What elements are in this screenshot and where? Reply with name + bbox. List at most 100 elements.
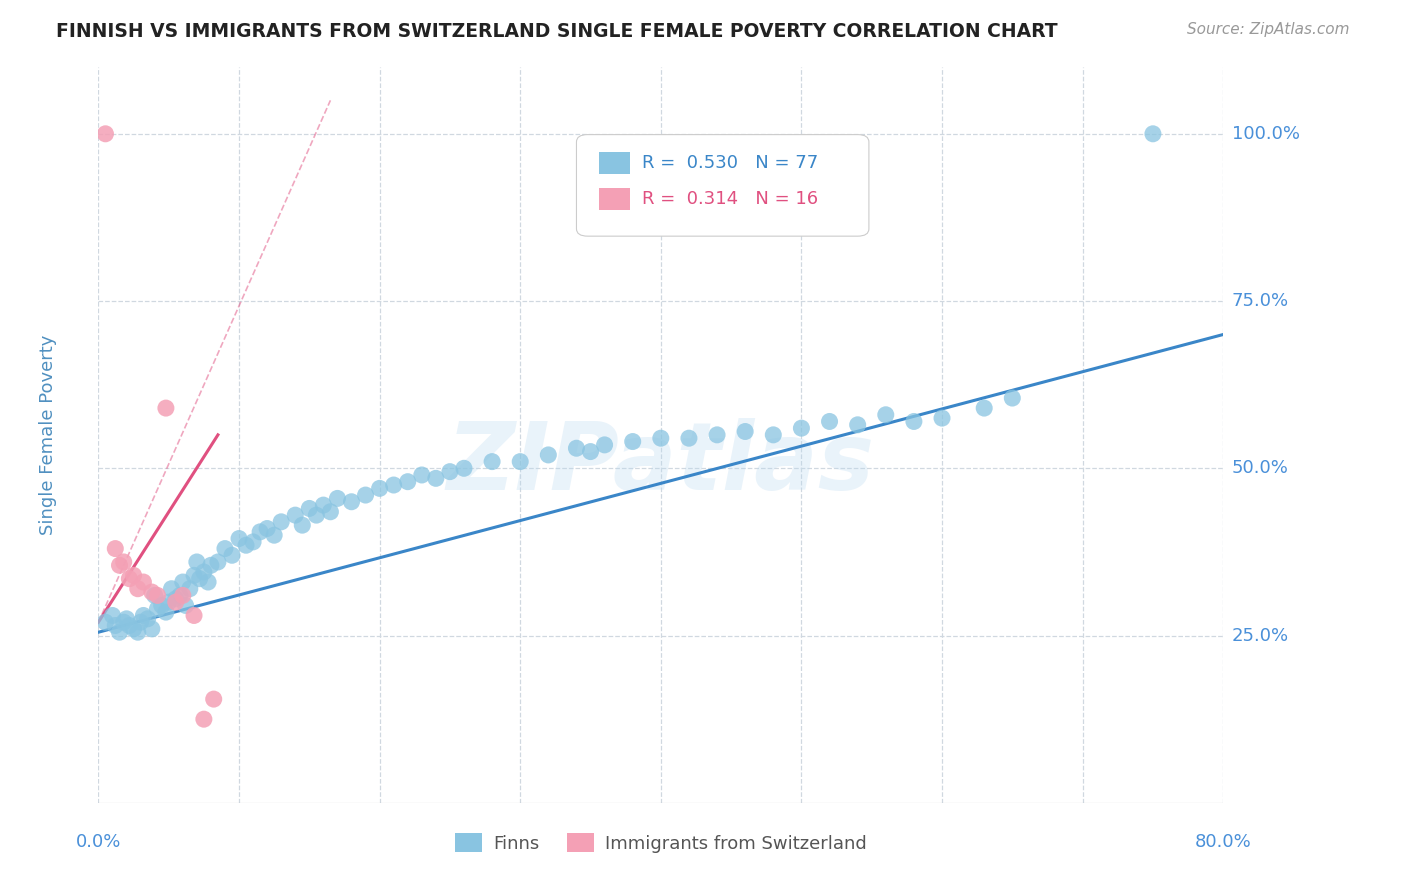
Point: [94, 615, 117, 630]
Point: [143, 589, 166, 603]
Point: [129, 615, 152, 630]
Point: [235, 538, 257, 552]
Text: Single Female Poverty: Single Female Poverty: [39, 334, 56, 535]
Point: [249, 524, 271, 539]
Point: [706, 427, 728, 442]
Point: [183, 608, 205, 623]
Point: [94, 127, 117, 141]
Point: [141, 585, 163, 599]
FancyBboxPatch shape: [576, 135, 869, 236]
Point: [214, 541, 236, 556]
Point: [118, 618, 141, 632]
Text: 25.0%: 25.0%: [1232, 626, 1289, 645]
Point: [678, 431, 700, 445]
Point: [284, 508, 307, 522]
Point: [179, 582, 201, 596]
Point: [396, 475, 419, 489]
Point: [509, 454, 531, 469]
Point: [169, 589, 191, 603]
Point: [354, 488, 377, 502]
Point: [242, 534, 264, 549]
Point: [183, 568, 205, 582]
Point: [291, 518, 314, 533]
Text: R =  0.530   N = 77: R = 0.530 N = 77: [641, 153, 818, 171]
Point: [193, 712, 215, 726]
Text: 50.0%: 50.0%: [1232, 459, 1288, 477]
Point: [104, 618, 127, 632]
Legend: Finns, Immigrants from Switzerland: Finns, Immigrants from Switzerland: [449, 826, 873, 860]
Point: [973, 401, 995, 416]
Point: [160, 582, 183, 596]
Point: [221, 548, 243, 563]
Point: [146, 602, 169, 616]
Point: [263, 528, 285, 542]
Point: [650, 431, 672, 445]
Point: [188, 572, 211, 586]
Point: [256, 521, 278, 535]
Point: [846, 417, 869, 432]
Point: [931, 411, 953, 425]
Point: [104, 541, 127, 556]
Text: 75.0%: 75.0%: [1232, 292, 1289, 310]
Text: ZIPatlas: ZIPatlas: [447, 418, 875, 510]
Text: 80.0%: 80.0%: [1195, 833, 1251, 851]
Point: [165, 591, 187, 606]
Point: [411, 467, 433, 482]
Point: [108, 625, 131, 640]
Point: [818, 414, 841, 428]
Point: [174, 599, 197, 613]
Point: [453, 461, 475, 475]
Point: [172, 574, 194, 589]
Text: FINNISH VS IMMIGRANTS FROM SWITZERLAND SINGLE FEMALE POVERTY CORRELATION CHART: FINNISH VS IMMIGRANTS FROM SWITZERLAND S…: [56, 22, 1057, 41]
Point: [382, 478, 405, 492]
Point: [319, 505, 342, 519]
Point: [112, 555, 135, 569]
Text: Source: ZipAtlas.com: Source: ZipAtlas.com: [1187, 22, 1350, 37]
Point: [200, 558, 222, 573]
Point: [481, 454, 503, 469]
Point: [621, 434, 644, 449]
Point: [155, 605, 177, 619]
Point: [193, 565, 215, 579]
Point: [305, 508, 328, 522]
Point: [312, 498, 335, 512]
Point: [439, 465, 461, 479]
Point: [425, 471, 447, 485]
Text: 100.0%: 100.0%: [1232, 125, 1299, 143]
Point: [115, 612, 138, 626]
Point: [112, 615, 135, 630]
Point: [197, 574, 219, 589]
Point: [207, 555, 229, 569]
Point: [118, 572, 141, 586]
Text: 0.0%: 0.0%: [76, 833, 121, 851]
Point: [132, 574, 155, 589]
Point: [762, 427, 785, 442]
Point: [127, 625, 149, 640]
Point: [537, 448, 560, 462]
Point: [150, 599, 173, 613]
Point: [186, 555, 208, 569]
Point: [340, 494, 363, 508]
Point: [790, 421, 813, 435]
Text: R =  0.314   N = 16: R = 0.314 N = 16: [641, 190, 818, 209]
Point: [165, 595, 187, 609]
Bar: [599, 152, 630, 174]
Point: [101, 608, 124, 623]
Point: [298, 501, 321, 516]
Point: [875, 408, 897, 422]
Point: [368, 481, 391, 495]
Point: [593, 438, 616, 452]
Point: [326, 491, 349, 506]
Point: [1142, 127, 1164, 141]
Point: [734, 425, 756, 439]
Point: [579, 444, 602, 458]
Point: [228, 532, 250, 546]
Point: [202, 692, 225, 706]
Point: [122, 622, 145, 636]
Point: [127, 582, 149, 596]
Bar: [599, 188, 630, 211]
Point: [141, 622, 163, 636]
Point: [270, 515, 292, 529]
Point: [132, 608, 155, 623]
Point: [157, 595, 180, 609]
